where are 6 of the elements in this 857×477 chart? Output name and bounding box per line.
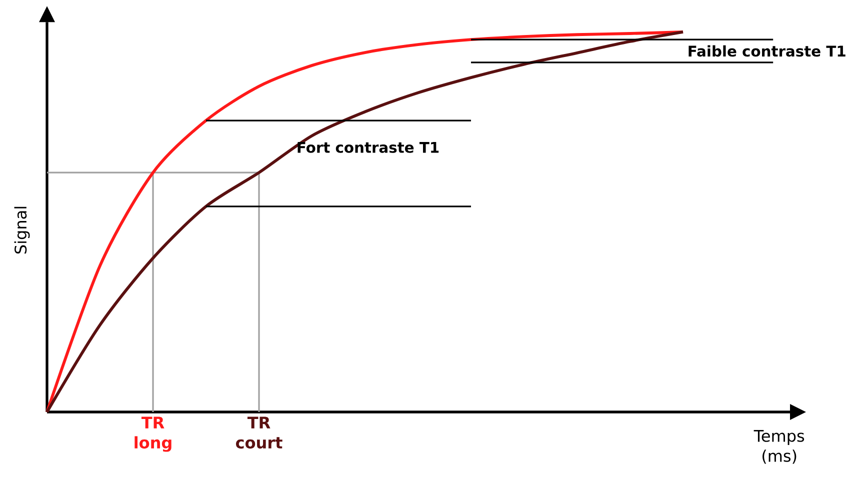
annotation: Fort contraste T1 (298, 142, 439, 153)
annotation: Faible contraste T1 (688, 45, 846, 57)
x-tick-label: TR long (134, 416, 172, 452)
x-axis-title: Temps (ms) (754, 430, 804, 464)
y-axis-title: Signal (14, 206, 30, 254)
x-tick-label: TR court (236, 416, 282, 449)
